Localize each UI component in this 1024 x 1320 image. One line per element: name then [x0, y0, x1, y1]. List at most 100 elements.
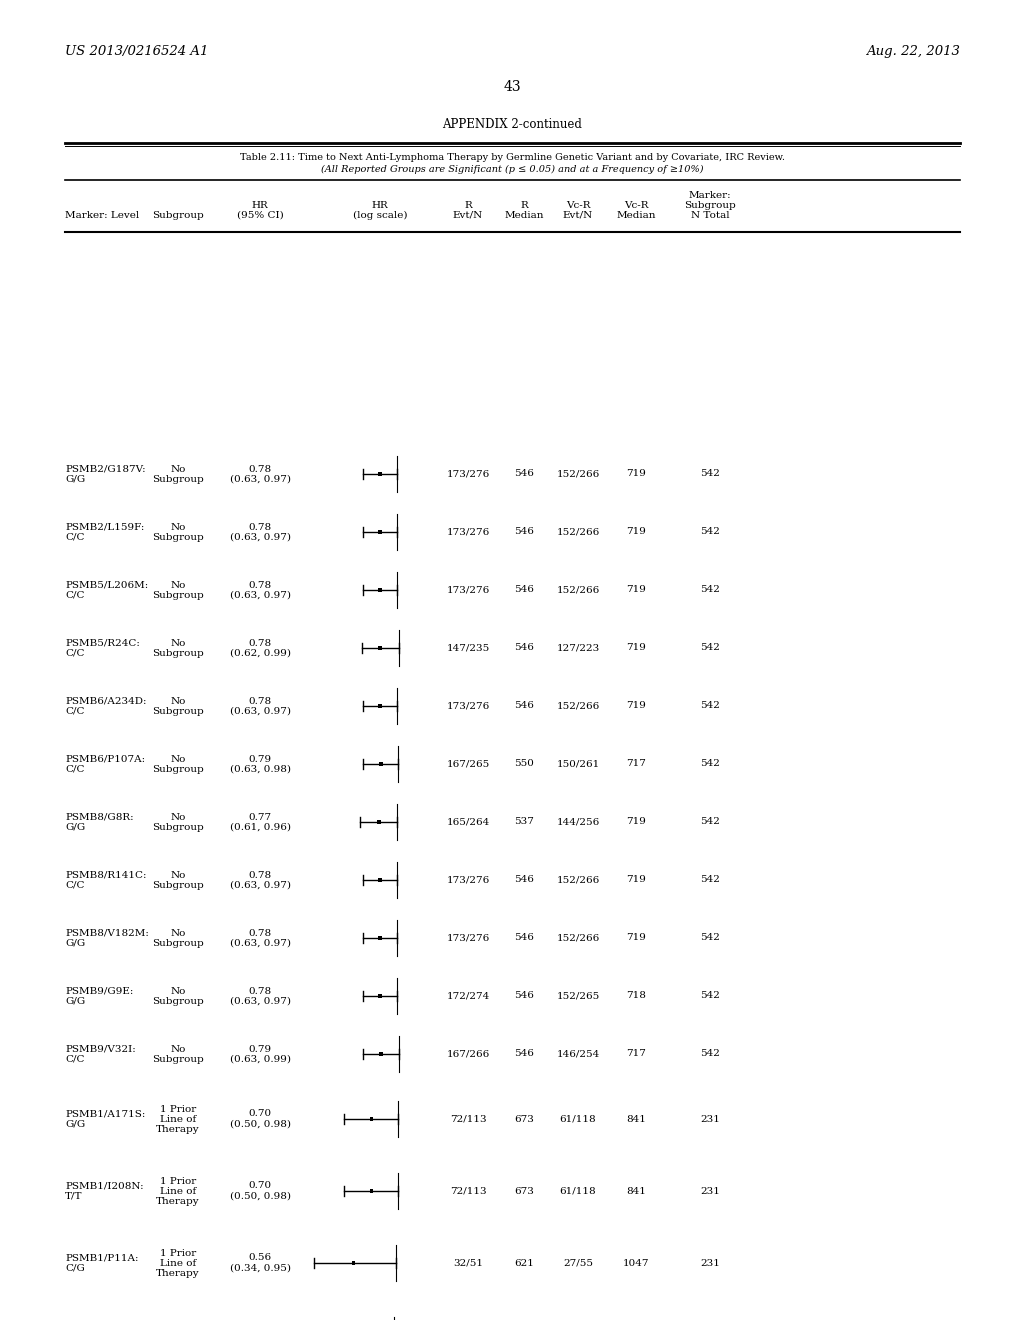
Text: 172/274: 172/274 [446, 991, 489, 1001]
Text: 719: 719 [626, 933, 646, 942]
Text: (0.63, 0.99): (0.63, 0.99) [229, 1055, 291, 1064]
Bar [378, 473, 382, 475]
Text: 1 Prior: 1 Prior [160, 1105, 197, 1114]
Text: 542: 542 [700, 586, 720, 594]
Text: Subgroup: Subgroup [153, 1055, 204, 1064]
Text: No: No [170, 465, 185, 474]
Text: G/G: G/G [65, 939, 85, 948]
Text: 0.78: 0.78 [249, 986, 271, 995]
Text: PSMB5/R24C:: PSMB5/R24C: [65, 639, 140, 648]
Text: C/C: C/C [65, 1055, 85, 1064]
Text: 719: 719 [626, 875, 646, 884]
Text: PSMB2/L159F:: PSMB2/L159F: [65, 523, 144, 532]
Text: 152/265: 152/265 [556, 991, 600, 1001]
Text: (0.50, 0.98): (0.50, 0.98) [229, 1119, 291, 1129]
Text: 546: 546 [514, 1049, 534, 1059]
Text: 542: 542 [700, 759, 720, 768]
Text: No: No [170, 870, 185, 879]
Text: 72/113: 72/113 [450, 1187, 486, 1196]
Bar [377, 820, 381, 824]
Text: 1 Prior: 1 Prior [160, 1249, 197, 1258]
Text: No: No [170, 1044, 185, 1053]
Text: Subgroup: Subgroup [153, 648, 204, 657]
Text: 546: 546 [514, 991, 534, 1001]
Text: 542: 542 [700, 470, 720, 479]
Text: Therapy: Therapy [157, 1125, 200, 1134]
Text: 0.78: 0.78 [249, 523, 271, 532]
Text: 542: 542 [700, 875, 720, 884]
Text: 173/276: 173/276 [446, 528, 489, 536]
Text: 719: 719 [626, 586, 646, 594]
Text: 542: 542 [700, 528, 720, 536]
Text: 673: 673 [514, 1114, 534, 1123]
Text: 542: 542 [700, 701, 720, 710]
Text: 0.78: 0.78 [249, 639, 271, 648]
Text: 150/261: 150/261 [556, 759, 600, 768]
Text: 0.78: 0.78 [249, 870, 271, 879]
Text: 146/254: 146/254 [556, 1049, 600, 1059]
Text: 0.78: 0.78 [249, 928, 271, 937]
Text: 546: 546 [514, 528, 534, 536]
Text: 43: 43 [503, 81, 521, 94]
Text: No: No [170, 986, 185, 995]
Text: Table 2.11: Time to Next Anti-Lymphoma Therapy by Germline Genetic Variant and b: Table 2.11: Time to Next Anti-Lymphoma T… [240, 153, 784, 161]
Text: 542: 542 [700, 817, 720, 826]
Text: Subgroup: Subgroup [684, 201, 736, 210]
Text: 152/266: 152/266 [556, 586, 600, 594]
Text: Subgroup: Subgroup [153, 532, 204, 541]
Text: C/C: C/C [65, 590, 85, 599]
Text: Vc-R: Vc-R [565, 201, 590, 210]
Text: 673: 673 [514, 1187, 534, 1196]
Text: Subgroup: Subgroup [153, 997, 204, 1006]
Text: 546: 546 [514, 933, 534, 942]
Text: (0.50, 0.98): (0.50, 0.98) [229, 1192, 291, 1200]
Text: Subgroup: Subgroup [153, 822, 204, 832]
Text: Subgroup: Subgroup [153, 706, 204, 715]
Text: PSMB8/V182M:: PSMB8/V182M: [65, 928, 148, 937]
Text: 718: 718 [626, 991, 646, 1001]
Text: 1047: 1047 [623, 1258, 649, 1267]
Text: (0.63, 0.97): (0.63, 0.97) [229, 880, 291, 890]
Text: 173/276: 173/276 [446, 470, 489, 479]
Text: 0.56: 0.56 [249, 1254, 271, 1262]
Text: 144/256: 144/256 [556, 817, 600, 826]
Text: 542: 542 [700, 933, 720, 942]
Text: No: No [170, 523, 185, 532]
Text: PSMB2/G187V:: PSMB2/G187V: [65, 465, 145, 474]
Text: Subgroup: Subgroup [153, 764, 204, 774]
Text: 0.70: 0.70 [249, 1181, 271, 1191]
Text: 27/55: 27/55 [563, 1258, 593, 1267]
Bar [378, 994, 382, 998]
Text: G/G: G/G [65, 1119, 85, 1129]
Text: 719: 719 [626, 701, 646, 710]
Text: (0.63, 0.97): (0.63, 0.97) [229, 939, 291, 948]
Bar [351, 1261, 355, 1265]
Text: PSMB1/A171S:: PSMB1/A171S: [65, 1110, 145, 1118]
Text: (0.63, 0.97): (0.63, 0.97) [229, 532, 291, 541]
Text: HR: HR [252, 201, 268, 210]
Text: 32/51: 32/51 [453, 1258, 483, 1267]
Text: 231: 231 [700, 1114, 720, 1123]
Text: Evt/N: Evt/N [453, 211, 483, 220]
Text: Marker: Level: Marker: Level [65, 211, 139, 220]
Text: (log scale): (log scale) [352, 211, 408, 220]
Bar [378, 936, 382, 940]
Text: Line of: Line of [160, 1258, 197, 1267]
Text: 1 Prior: 1 Prior [160, 1176, 197, 1185]
Text: 152/266: 152/266 [556, 528, 600, 536]
Text: Subgroup: Subgroup [153, 590, 204, 599]
Text: T/T: T/T [65, 1192, 83, 1200]
Text: Aug. 22, 2013: Aug. 22, 2013 [866, 45, 961, 58]
Text: Subgroup: Subgroup [153, 211, 204, 220]
Text: 719: 719 [626, 644, 646, 652]
Text: APPENDIX 2-continued: APPENDIX 2-continued [442, 119, 582, 132]
Text: (0.62, 0.99): (0.62, 0.99) [229, 648, 291, 657]
Text: 841: 841 [626, 1187, 646, 1196]
Text: 542: 542 [700, 644, 720, 652]
Text: HR: HR [372, 201, 388, 210]
Text: 719: 719 [626, 470, 646, 479]
Text: 152/266: 152/266 [556, 933, 600, 942]
Text: 0.78: 0.78 [249, 465, 271, 474]
Text: 0.78: 0.78 [249, 697, 271, 705]
Text: 173/276: 173/276 [446, 586, 489, 594]
